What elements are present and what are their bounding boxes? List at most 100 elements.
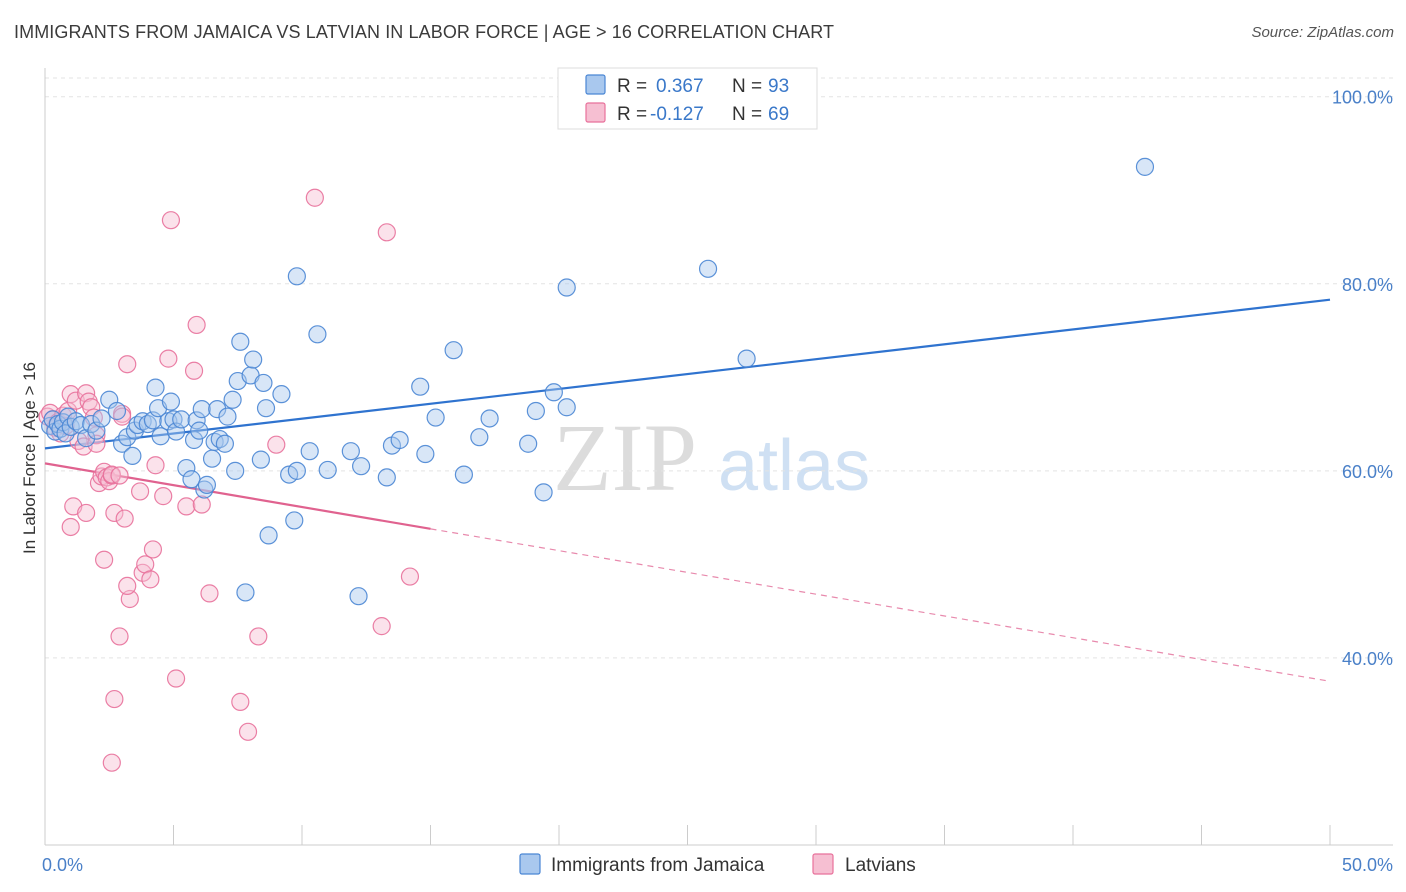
point-jamaica	[534, 483, 553, 502]
point-jamaica	[223, 390, 242, 409]
point-jamaica	[107, 401, 127, 421]
point-jamaica	[226, 461, 245, 480]
point-jamaica	[308, 325, 327, 344]
stats-r-label-jamaica: R =	[617, 76, 647, 97]
stats-swatch-jamaica	[585, 74, 606, 95]
point-latvians	[110, 627, 129, 646]
point-latvians	[192, 495, 211, 514]
point-latvians	[305, 188, 324, 207]
point-latvians	[115, 509, 134, 528]
point-jamaica	[1135, 157, 1155, 176]
point-jamaica	[444, 341, 463, 360]
point-jamaica	[519, 434, 538, 453]
point-latvians	[377, 223, 396, 242]
point-jamaica	[190, 421, 209, 440]
point-jamaica	[92, 409, 111, 428]
point-latvians	[143, 540, 163, 559]
point-latvians	[77, 503, 96, 523]
point-jamaica	[341, 442, 360, 461]
point-jamaica	[352, 457, 371, 476]
point-latvians	[200, 584, 219, 603]
stats-r-label-latvians: R =	[617, 104, 647, 125]
point-latvians	[95, 550, 114, 569]
point-jamaica	[151, 427, 170, 446]
point-jamaica	[416, 444, 435, 464]
point-latvians	[154, 487, 173, 506]
point-latvians	[141, 570, 160, 589]
point-latvians	[177, 497, 196, 516]
stats-n-label-latvians: N =	[732, 104, 762, 125]
point-latvians	[161, 211, 181, 230]
point-jamaica	[123, 446, 142, 465]
point-latvians	[110, 466, 129, 485]
point-jamaica	[454, 465, 474, 484]
stats-r-value-jamaica: 0.367	[656, 76, 704, 97]
point-jamaica	[231, 332, 250, 351]
legend-swatch-jamaica	[519, 853, 541, 875]
point-latvians	[130, 482, 150, 501]
x-tick-labels: 0.0% 50.0%	[42, 855, 1393, 875]
point-jamaica	[285, 511, 304, 530]
x-tick-label-min: 0.0%	[42, 855, 83, 875]
point-latvians	[238, 722, 258, 741]
point-jamaica	[557, 398, 576, 417]
point-jamaica	[698, 259, 718, 278]
point-latvians	[249, 627, 268, 646]
legend-swatch-latvians	[812, 853, 834, 875]
point-latvians	[400, 567, 420, 586]
y-tick-label: 80.0%	[1342, 275, 1393, 295]
point-latvians	[372, 617, 391, 636]
chart-title: IMMIGRANTS FROM JAMAICA VS LATVIAN IN LA…	[14, 22, 835, 42]
stats-swatch-latvians	[585, 102, 606, 123]
point-jamaica	[411, 377, 430, 396]
source-credit: Source: ZipAtlas.com	[1251, 24, 1394, 41]
point-jamaica	[218, 407, 237, 426]
point-latvians	[112, 407, 132, 426]
stats-n-label-jamaica: N =	[732, 76, 762, 97]
legend-label-latvians: Latvians	[845, 855, 916, 876]
point-latvians	[118, 355, 137, 374]
data-points	[38, 157, 1155, 772]
point-jamaica	[377, 468, 396, 487]
y-axis-title: In Labor Force | Age > 16	[20, 362, 39, 554]
trend-line-latvians-extension	[430, 528, 1331, 682]
point-jamaica	[349, 587, 368, 606]
point-jamaica	[256, 399, 276, 418]
point-jamaica	[272, 385, 291, 404]
point-jamaica	[202, 449, 222, 468]
point-jamaica	[259, 526, 278, 545]
point-jamaica	[318, 460, 337, 480]
point-latvians	[105, 503, 124, 523]
point-jamaica	[526, 401, 545, 421]
axes	[44, 68, 1393, 846]
point-jamaica	[254, 373, 273, 393]
point-latvians	[61, 517, 80, 537]
point-jamaica	[236, 583, 255, 602]
x-ticks	[44, 825, 1331, 845]
point-jamaica	[172, 410, 191, 429]
point-latvians	[159, 349, 178, 368]
point-jamaica	[737, 349, 756, 368]
point-jamaica	[208, 400, 227, 419]
point-jamaica	[390, 430, 409, 450]
point-jamaica	[557, 278, 576, 297]
point-latvians	[87, 434, 106, 453]
point-jamaica	[287, 267, 306, 286]
point-latvians	[66, 391, 85, 410]
point-jamaica	[197, 475, 217, 494]
stats-n-value-latvians: 69	[768, 104, 789, 125]
stats-legend: R = 0.367 N = 93 R = -0.127 N = 69	[557, 67, 818, 130]
series-legend: Immigrants from Jamaica Latvians	[519, 853, 916, 876]
y-tick-labels: 40.0% 60.0% 80.0% 100.0%	[1332, 88, 1393, 669]
y-tick-label: 60.0%	[1342, 462, 1393, 482]
point-jamaica	[77, 429, 96, 448]
point-jamaica	[192, 400, 211, 419]
point-jamaica	[187, 411, 206, 430]
watermark-zip: ZIP	[553, 404, 697, 511]
stats-r-value-latvians: -0.127	[650, 104, 704, 125]
point-latvians	[267, 435, 286, 454]
point-jamaica	[244, 350, 263, 369]
point-jamaica	[480, 409, 499, 428]
point-latvians	[184, 361, 204, 380]
